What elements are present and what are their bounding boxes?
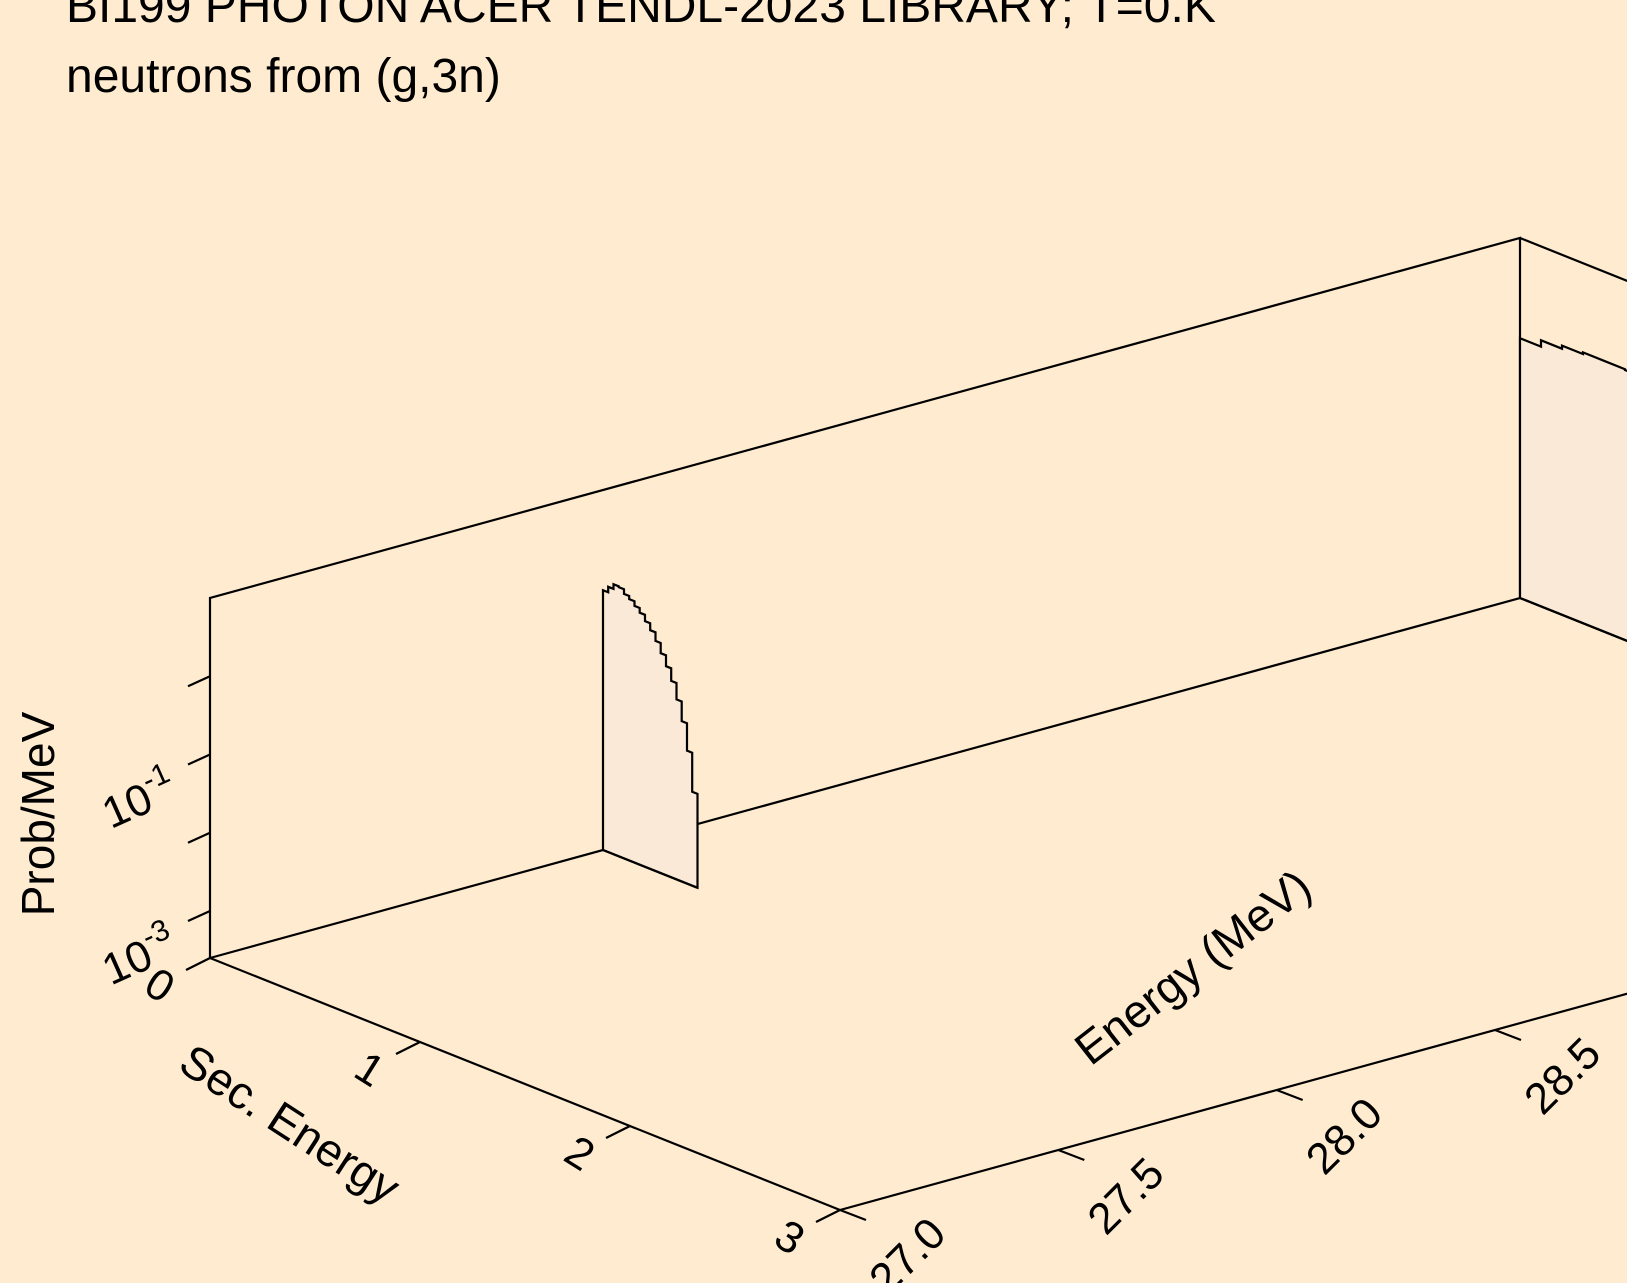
prob-tick--3 <box>187 910 211 923</box>
energy-tick-27.0 <box>839 1208 867 1222</box>
spectrum-base-E27.9 <box>602 848 698 889</box>
energy-tick-label-27.0: 27.0 <box>860 1209 955 1283</box>
sec-tick-0 <box>185 957 211 971</box>
energy-tick-27.5 <box>1057 1148 1085 1162</box>
energy-tick-28.0 <box>1276 1088 1304 1102</box>
chart-title: BI199 PHOTON ACER TENDL-2023 LIBRARY; T=… <box>66 0 1216 33</box>
energy-tick-label-28.5: 28.5 <box>1515 1029 1610 1124</box>
energy-tick-28.5 <box>1494 1028 1522 1042</box>
axes-group: 27.027.528.028.529.029.530.0012310-110-3… <box>12 675 1610 1283</box>
energy-axis-label: Energy (MeV) <box>1065 859 1321 1075</box>
chart-subtitle: neutrons from (g,3n) <box>66 50 501 103</box>
spectrum-base-E30 <box>1519 596 1627 642</box>
sec-tick-3 <box>815 1209 841 1223</box>
prob-tick-label--1: 10-1 <box>92 756 184 838</box>
spectra-group <box>601 336 1627 890</box>
prob-minor-tick <box>187 831 211 844</box>
back-wall <box>208 236 1522 960</box>
sec-tick-1 <box>395 1041 421 1055</box>
prob-axis-label: Prob/MeV <box>12 711 64 916</box>
sec-tick-label-3: 3 <box>766 1210 813 1265</box>
prob-tick--1 <box>187 753 211 766</box>
prob-minor-tick <box>187 675 211 688</box>
energy-tick-label-28.0: 28.0 <box>1297 1089 1392 1184</box>
sec-tick-label-2: 2 <box>556 1126 603 1181</box>
sec-tick-label-1: 1 <box>346 1042 393 1097</box>
sec-tick-2 <box>605 1125 631 1139</box>
floor-edges <box>209 956 1627 1212</box>
energy-tick-label-27.5: 27.5 <box>1078 1149 1173 1244</box>
spectrum-E27.9 <box>601 582 699 890</box>
plot-frame <box>208 236 1627 1212</box>
spectrum-E30 <box>1518 336 1627 642</box>
